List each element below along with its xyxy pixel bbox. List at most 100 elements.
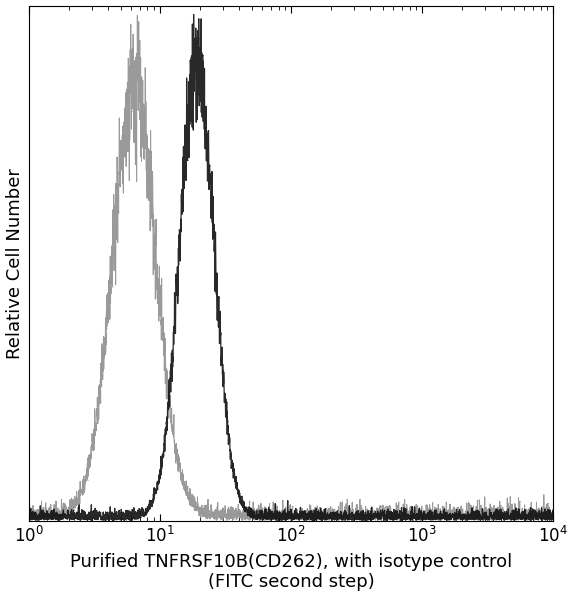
- Point: [237, 500, 246, 509]
- Point: [276, 509, 285, 519]
- Point: [478, 506, 487, 515]
- Point: [198, 67, 207, 76]
- Point: [220, 509, 230, 519]
- Point: [517, 513, 526, 522]
- Point: [145, 176, 154, 186]
- Point: [445, 513, 455, 523]
- Point: [453, 514, 463, 524]
- Point: [277, 507, 286, 516]
- Point: [106, 282, 115, 291]
- Point: [180, 121, 189, 130]
- Point: [483, 512, 492, 522]
- Point: [311, 510, 320, 520]
- Point: [500, 511, 509, 521]
- Point: [348, 504, 358, 514]
- Point: [337, 507, 346, 517]
- Point: [63, 508, 72, 518]
- Point: [421, 513, 430, 522]
- Point: [293, 510, 302, 519]
- Point: [459, 509, 468, 519]
- Point: [397, 511, 406, 521]
- Point: [113, 192, 122, 202]
- Point: [56, 510, 65, 519]
- Point: [187, 501, 196, 510]
- Point: [385, 510, 394, 520]
- Point: [214, 506, 223, 516]
- Point: [290, 513, 299, 523]
- Point: [130, 515, 139, 524]
- Point: [293, 512, 302, 522]
- Point: [205, 509, 214, 518]
- Point: [426, 513, 435, 522]
- Point: [196, 512, 205, 522]
- Point: [483, 515, 492, 525]
- Point: [168, 424, 177, 433]
- Point: [414, 513, 423, 523]
- Point: [302, 508, 311, 518]
- Point: [31, 515, 40, 525]
- Point: [453, 513, 463, 522]
- Point: [52, 512, 61, 522]
- Point: [86, 449, 95, 458]
- Point: [246, 511, 255, 521]
- Point: [403, 509, 412, 519]
- Point: [336, 510, 345, 520]
- Point: [333, 515, 343, 524]
- Point: [44, 504, 53, 513]
- Point: [45, 509, 55, 518]
- Point: [45, 509, 54, 519]
- Point: [91, 510, 100, 519]
- Point: [442, 516, 451, 525]
- Point: [51, 511, 60, 521]
- Point: [224, 510, 233, 520]
- Point: [337, 510, 346, 520]
- Point: [310, 507, 319, 516]
- Point: [380, 506, 389, 515]
- Point: [176, 256, 185, 265]
- Point: [383, 513, 393, 523]
- Point: [523, 512, 533, 522]
- Point: [365, 508, 374, 518]
- Point: [46, 513, 55, 523]
- Point: [319, 514, 328, 524]
- Point: [437, 513, 447, 523]
- Point: [442, 507, 451, 517]
- Point: [335, 511, 344, 521]
- Point: [503, 514, 513, 524]
- Point: [177, 185, 187, 195]
- Point: [172, 275, 181, 284]
- Point: [317, 507, 326, 516]
- Point: [188, 501, 197, 511]
- Point: [31, 512, 40, 522]
- Point: [238, 500, 247, 510]
- Point: [493, 514, 502, 524]
- Point: [518, 504, 527, 513]
- Point: [199, 56, 208, 66]
- Point: [492, 514, 501, 524]
- Point: [153, 275, 162, 284]
- Point: [472, 514, 482, 524]
- Point: [277, 510, 286, 520]
- Point: [207, 506, 216, 516]
- Point: [389, 508, 398, 518]
- Point: [291, 513, 300, 522]
- Point: [509, 512, 518, 521]
- Point: [173, 283, 182, 293]
- Point: [89, 433, 98, 443]
- Point: [319, 510, 328, 520]
- Point: [253, 515, 262, 524]
- Point: [157, 330, 166, 340]
- Point: [354, 515, 363, 525]
- Point: [144, 500, 153, 509]
- Point: [366, 507, 375, 517]
- Point: [357, 512, 366, 521]
- Point: [63, 515, 72, 524]
- Point: [464, 510, 473, 519]
- Point: [32, 508, 41, 518]
- Point: [447, 515, 456, 524]
- Point: [494, 512, 503, 522]
- Point: [367, 515, 376, 525]
- Point: [402, 508, 411, 518]
- Point: [249, 511, 258, 521]
- Point: [57, 515, 66, 524]
